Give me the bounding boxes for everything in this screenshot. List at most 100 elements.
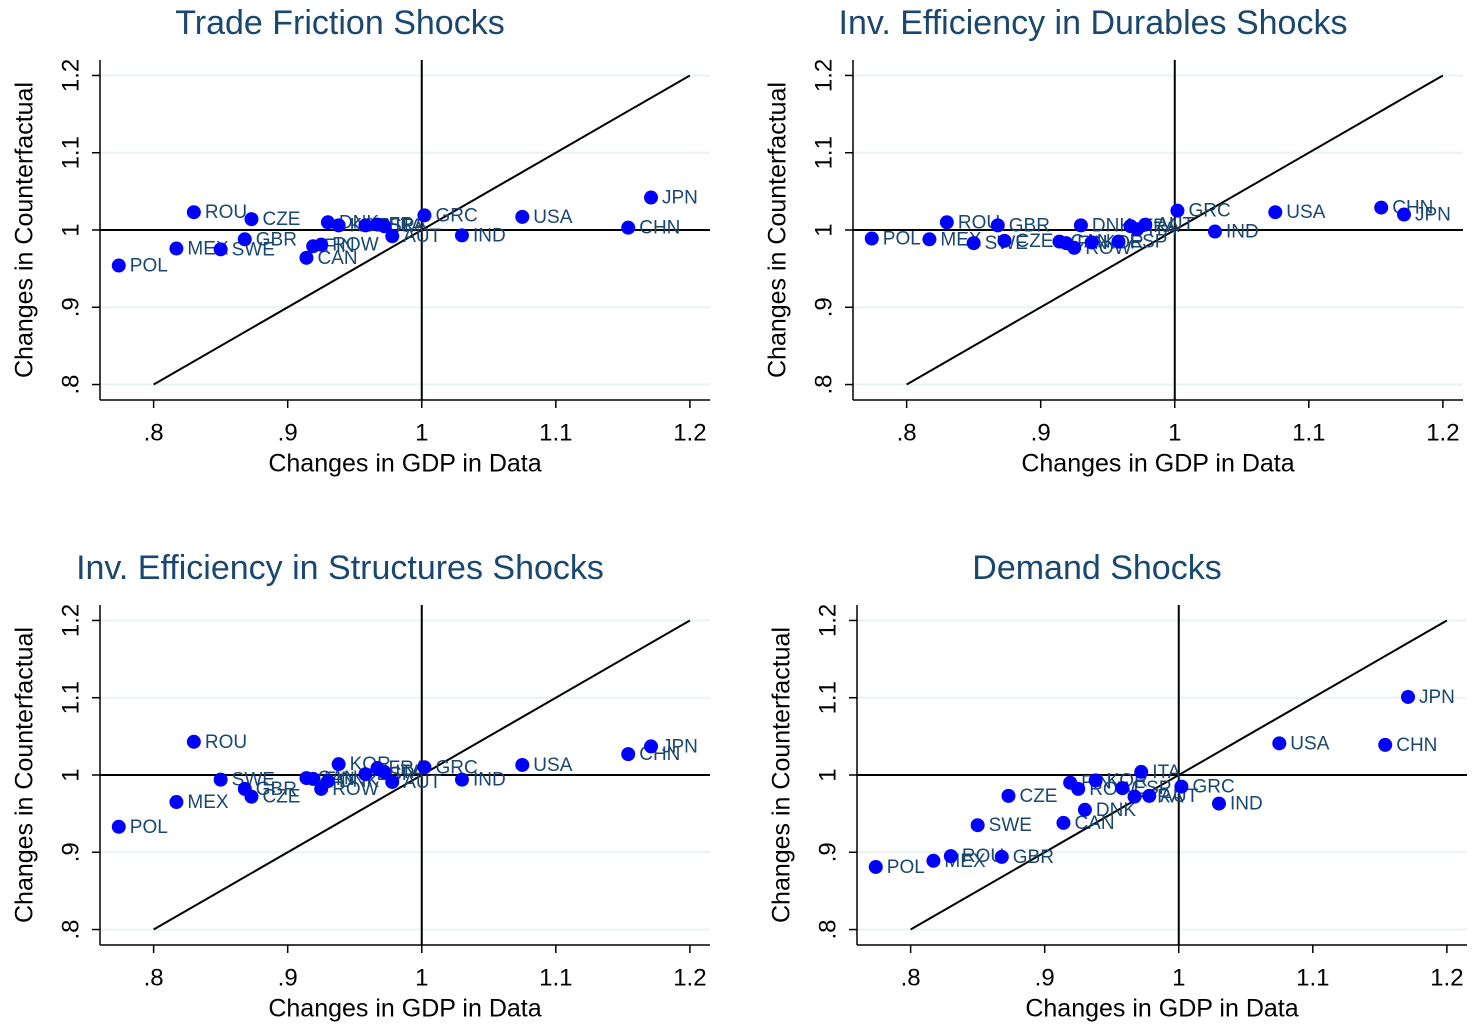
y-tick-label: 1	[57, 768, 84, 781]
point	[213, 772, 228, 787]
point-label: USA	[533, 207, 572, 228]
point	[1272, 736, 1287, 751]
point-label: GBR	[1013, 847, 1054, 868]
x-axis-label: Changes in GDP in Data	[1021, 450, 1294, 478]
y-tick-label: 1.1	[814, 681, 841, 714]
x-tick-label: .8	[897, 419, 917, 446]
point	[299, 250, 314, 265]
point	[186, 734, 201, 749]
panel: Trade Friction Shocks Changes in GDP in D…	[11, 4, 710, 478]
point-label: FRA	[389, 215, 427, 236]
point-label: CZE	[262, 209, 300, 230]
point-label: POL	[130, 817, 168, 838]
point-label: JPN	[1419, 687, 1455, 708]
point-label: ITA	[1152, 762, 1180, 783]
y-tick-label: .9	[814, 842, 841, 862]
point	[997, 233, 1012, 248]
point-label: IND	[1226, 222, 1259, 243]
point-label: AUT	[403, 226, 441, 247]
point	[970, 818, 985, 833]
point	[1001, 788, 1016, 803]
x-tick-label: 1.2	[1430, 964, 1463, 991]
point-label: GBR	[1009, 215, 1050, 236]
x-axis-label: Changes in GDP in Data	[1025, 995, 1298, 1023]
point-label: CZE	[1019, 786, 1057, 807]
point	[320, 215, 335, 230]
y-tick-label: .8	[810, 375, 837, 395]
point	[1207, 224, 1222, 239]
x-axis-label: Changes in GDP in Data	[268, 450, 541, 478]
point	[1111, 234, 1126, 249]
x-tick-label: 1	[415, 964, 428, 991]
diagonal-line	[153, 74, 691, 386]
point-label: DNK	[1092, 215, 1132, 236]
diagonal-line	[906, 74, 1444, 386]
point-label: ROU	[962, 846, 1004, 867]
point	[417, 760, 432, 775]
point-label: IND	[1230, 794, 1263, 815]
point	[994, 849, 1009, 864]
y-tick-label: 1.1	[810, 136, 837, 169]
y-tick-label: 1.1	[57, 136, 84, 169]
y-tick-label: 1.2	[57, 604, 84, 637]
point-label: ESP	[1129, 232, 1167, 253]
y-tick-label: .8	[57, 920, 84, 940]
point	[314, 237, 329, 252]
x-tick-label: 1.2	[673, 419, 706, 446]
point	[331, 757, 346, 772]
x-tick-label: 1.1	[539, 964, 572, 991]
point-label: CZE	[262, 787, 300, 808]
point-label: POL	[887, 857, 925, 878]
point	[926, 853, 941, 868]
point	[1374, 200, 1389, 215]
point-label: IND	[473, 225, 506, 246]
point	[1084, 235, 1099, 250]
point-label: CAN	[1074, 813, 1114, 834]
chart-title: Demand Shocks	[972, 549, 1221, 587]
x-tick-label: 1	[415, 419, 428, 446]
point	[186, 205, 201, 220]
point	[377, 764, 392, 779]
point-label: GRC	[435, 205, 477, 226]
x-tick-label: .9	[1031, 419, 1051, 446]
point	[1142, 788, 1157, 803]
point	[237, 232, 252, 247]
y-tick-label: 1	[810, 223, 837, 236]
point	[111, 258, 126, 273]
point	[1211, 796, 1226, 811]
point-label: USA	[533, 755, 572, 776]
y-axis-label: Changes in Counterfactual	[11, 627, 39, 923]
point-label: ITA	[1148, 219, 1176, 240]
point-label: CHN	[639, 218, 680, 239]
x-tick-label: 1.1	[1296, 964, 1329, 991]
point	[1174, 779, 1189, 794]
point	[454, 228, 469, 243]
point	[111, 819, 126, 834]
point-label: ROU	[205, 202, 247, 223]
y-tick-label: 1	[814, 768, 841, 781]
point	[1073, 218, 1088, 233]
point	[385, 774, 400, 789]
point-label: MEX	[187, 792, 229, 813]
point	[644, 739, 659, 754]
point-label: AUT	[1156, 215, 1194, 236]
x-tick-label: .8	[144, 419, 164, 446]
point	[868, 859, 883, 874]
point-label: GBR	[256, 229, 297, 250]
point	[306, 771, 321, 786]
point	[1268, 205, 1283, 220]
point	[213, 242, 228, 257]
point	[169, 241, 184, 256]
point	[377, 219, 392, 234]
y-tick-label: .8	[814, 920, 841, 940]
chart-title: Inv. Efficiency in Durables Shocks	[839, 4, 1348, 42]
panel: Inv. Efficiency in Structures Shocks Chan…	[11, 549, 710, 1023]
point	[1170, 203, 1185, 218]
point-label: USA	[1290, 733, 1329, 754]
point	[922, 232, 937, 247]
point	[644, 190, 659, 205]
y-tick-label: 1.2	[57, 59, 84, 92]
y-tick-label: .9	[810, 297, 837, 317]
y-tick-label: .8	[57, 375, 84, 395]
